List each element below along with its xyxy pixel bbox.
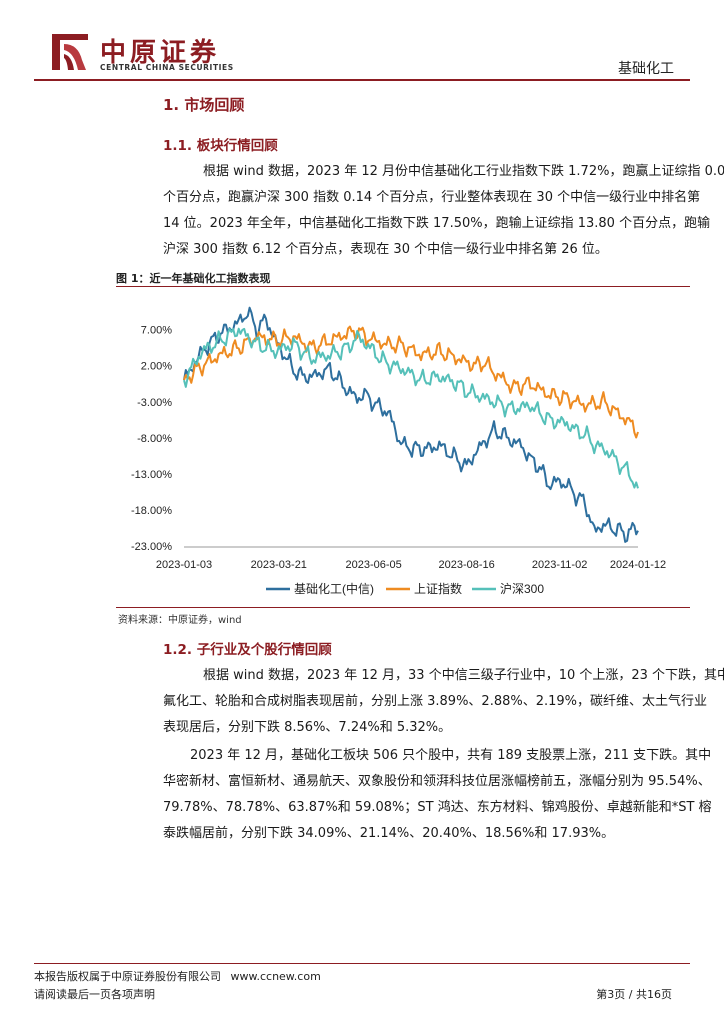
header-divider	[34, 79, 690, 81]
x-tick-label: 2023-03-21	[251, 559, 307, 571]
section-1-2-heading: 1.2. 子行业及个股行情回顾	[163, 642, 332, 658]
y-tick-label: 7.00%	[141, 325, 172, 337]
company-logo-english: CENTRAL CHINA SECURITIES	[100, 63, 234, 72]
paragraph-line: 2023 年 12 月，基础化工板块 506 只个股中，共有 189 支股票上涨…	[190, 748, 712, 763]
section-1-2-paragraph-1: 根据 wind 数据，2023 年 12 月，33 个中信三级子行业中，10 个…	[203, 663, 724, 689]
series-line	[183, 325, 639, 439]
paragraph-line: 表现居后，分别下跌 8.56%、7.24%和 5.32%。	[163, 720, 452, 735]
y-tick-label: -8.00%	[137, 433, 172, 445]
legend-label: 基础化工(中信)	[294, 581, 374, 596]
section-1-1-paragraph: 根据 wind 数据，2023 年 12 月份中信基础化工行业指数下跌 1.72…	[203, 159, 724, 185]
figure-bottom-rule	[116, 607, 690, 608]
x-tick-label: 2023-01-03	[156, 559, 212, 571]
section-1-1-heading: 1.1. 板块行情回顾	[163, 138, 278, 154]
legend-label: 沪深300	[500, 582, 544, 596]
section-1-2-paragraph-2: 2023 年 12 月，基础化工板块 506 只个股中，共有 189 支股票上涨…	[190, 743, 711, 769]
section-1-2-paragraph-1-cont: 氟化工、轮胎和合成树脂表现居前，分别上涨 3.89%、2.88%、2.19%，碳…	[163, 689, 707, 741]
figure-top-rule	[116, 286, 690, 287]
paragraph-line: 氟化工、轮胎和合成树脂表现居前，分别上涨 3.89%、2.88%、2.19%，碳…	[163, 694, 708, 709]
paragraph-line: 79.78%、78.78%、63.87%和 59.08%；ST 鸿达、东方材料、…	[163, 800, 712, 815]
footer-copyright-text: 本报告版权属于中原证券股份有限公司	[34, 970, 221, 983]
paragraph-line: 根据 wind 数据，2023 年 12 月份中信基础化工行业指数下跌 1.72…	[203, 164, 724, 179]
footer-page-number: 第3页 / 共16页	[596, 988, 672, 1001]
footer-divider	[34, 963, 690, 964]
paragraph-line: 根据 wind 数据，2023 年 12 月，33 个中信三级子行业中，10 个…	[203, 668, 724, 683]
section-1-heading: 1. 市场回顾	[163, 96, 245, 114]
company-logo-chinese: 中原证券	[100, 38, 221, 68]
x-tick-label: 2024-01-12	[610, 559, 666, 571]
paragraph-line: 华密新材、富恒新材、通易航天、双象股份和领湃科技位居涨幅榜前五，涨幅分别为 95…	[163, 774, 711, 789]
paragraph-line: 14 位。2023 年全年，中信基础化工指数下跌 17.50%，跑输上证综指 1…	[163, 216, 711, 231]
x-tick-label: 2023-11-02	[532, 559, 587, 571]
x-tick-label: 2023-06-05	[345, 559, 401, 571]
y-tick-label: -18.00%	[131, 505, 172, 517]
section-1-2-paragraph-2-cont: 华密新材、富恒新材、通易航天、双象股份和领湃科技位居涨幅榜前五，涨幅分别为 95…	[163, 769, 712, 847]
section-1-1-paragraph-cont: 个百分点，跑赢沪深 300 指数 0.14 个百分点，行业整体表现在 30 个中…	[163, 185, 710, 263]
footer-website-link[interactable]: www.ccnew.com	[230, 970, 321, 983]
figure-source: 资料来源：中原证券，wind	[118, 615, 242, 626]
paragraph-line: 个百分点，跑赢沪深 300 指数 0.14 个百分点，行业整体表现在 30 个中…	[163, 190, 701, 205]
figure-title: 图 1：近一年基础化工指数表现	[116, 272, 271, 285]
logo-mark-icon	[48, 30, 92, 74]
series-line	[183, 306, 639, 543]
footer-copyright: 本报告版权属于中原证券股份有限公司 www.ccnew.com	[34, 968, 321, 984]
legend-label: 上证指数	[414, 581, 462, 596]
series-line	[183, 327, 639, 489]
y-tick-label: 2.00%	[141, 361, 172, 373]
paragraph-line: 沪深 300 指数 6.12 个百分点，表现在 30 个中信一级行业中排名第 2…	[163, 242, 608, 257]
x-tick-label: 2023-08-16	[438, 559, 494, 571]
y-tick-label: -23.00%	[131, 541, 172, 553]
header-section-label: 基础化工	[618, 61, 674, 77]
index-performance-chart: 7.00% 2.00% -3.00% -8.00% -13.00% -18.00% -23.…	[131, 306, 666, 596]
y-tick-label: -13.00%	[131, 469, 172, 481]
company-logo-icon	[48, 30, 92, 74]
y-tick-label: -3.00%	[137, 397, 172, 409]
paragraph-line: 泰跌幅居前，分别下跌 34.09%、21.14%、20.40%、18.56%和 …	[163, 826, 615, 841]
footer-disclaimer: 请阅读最后一页各项声明	[34, 988, 155, 1001]
